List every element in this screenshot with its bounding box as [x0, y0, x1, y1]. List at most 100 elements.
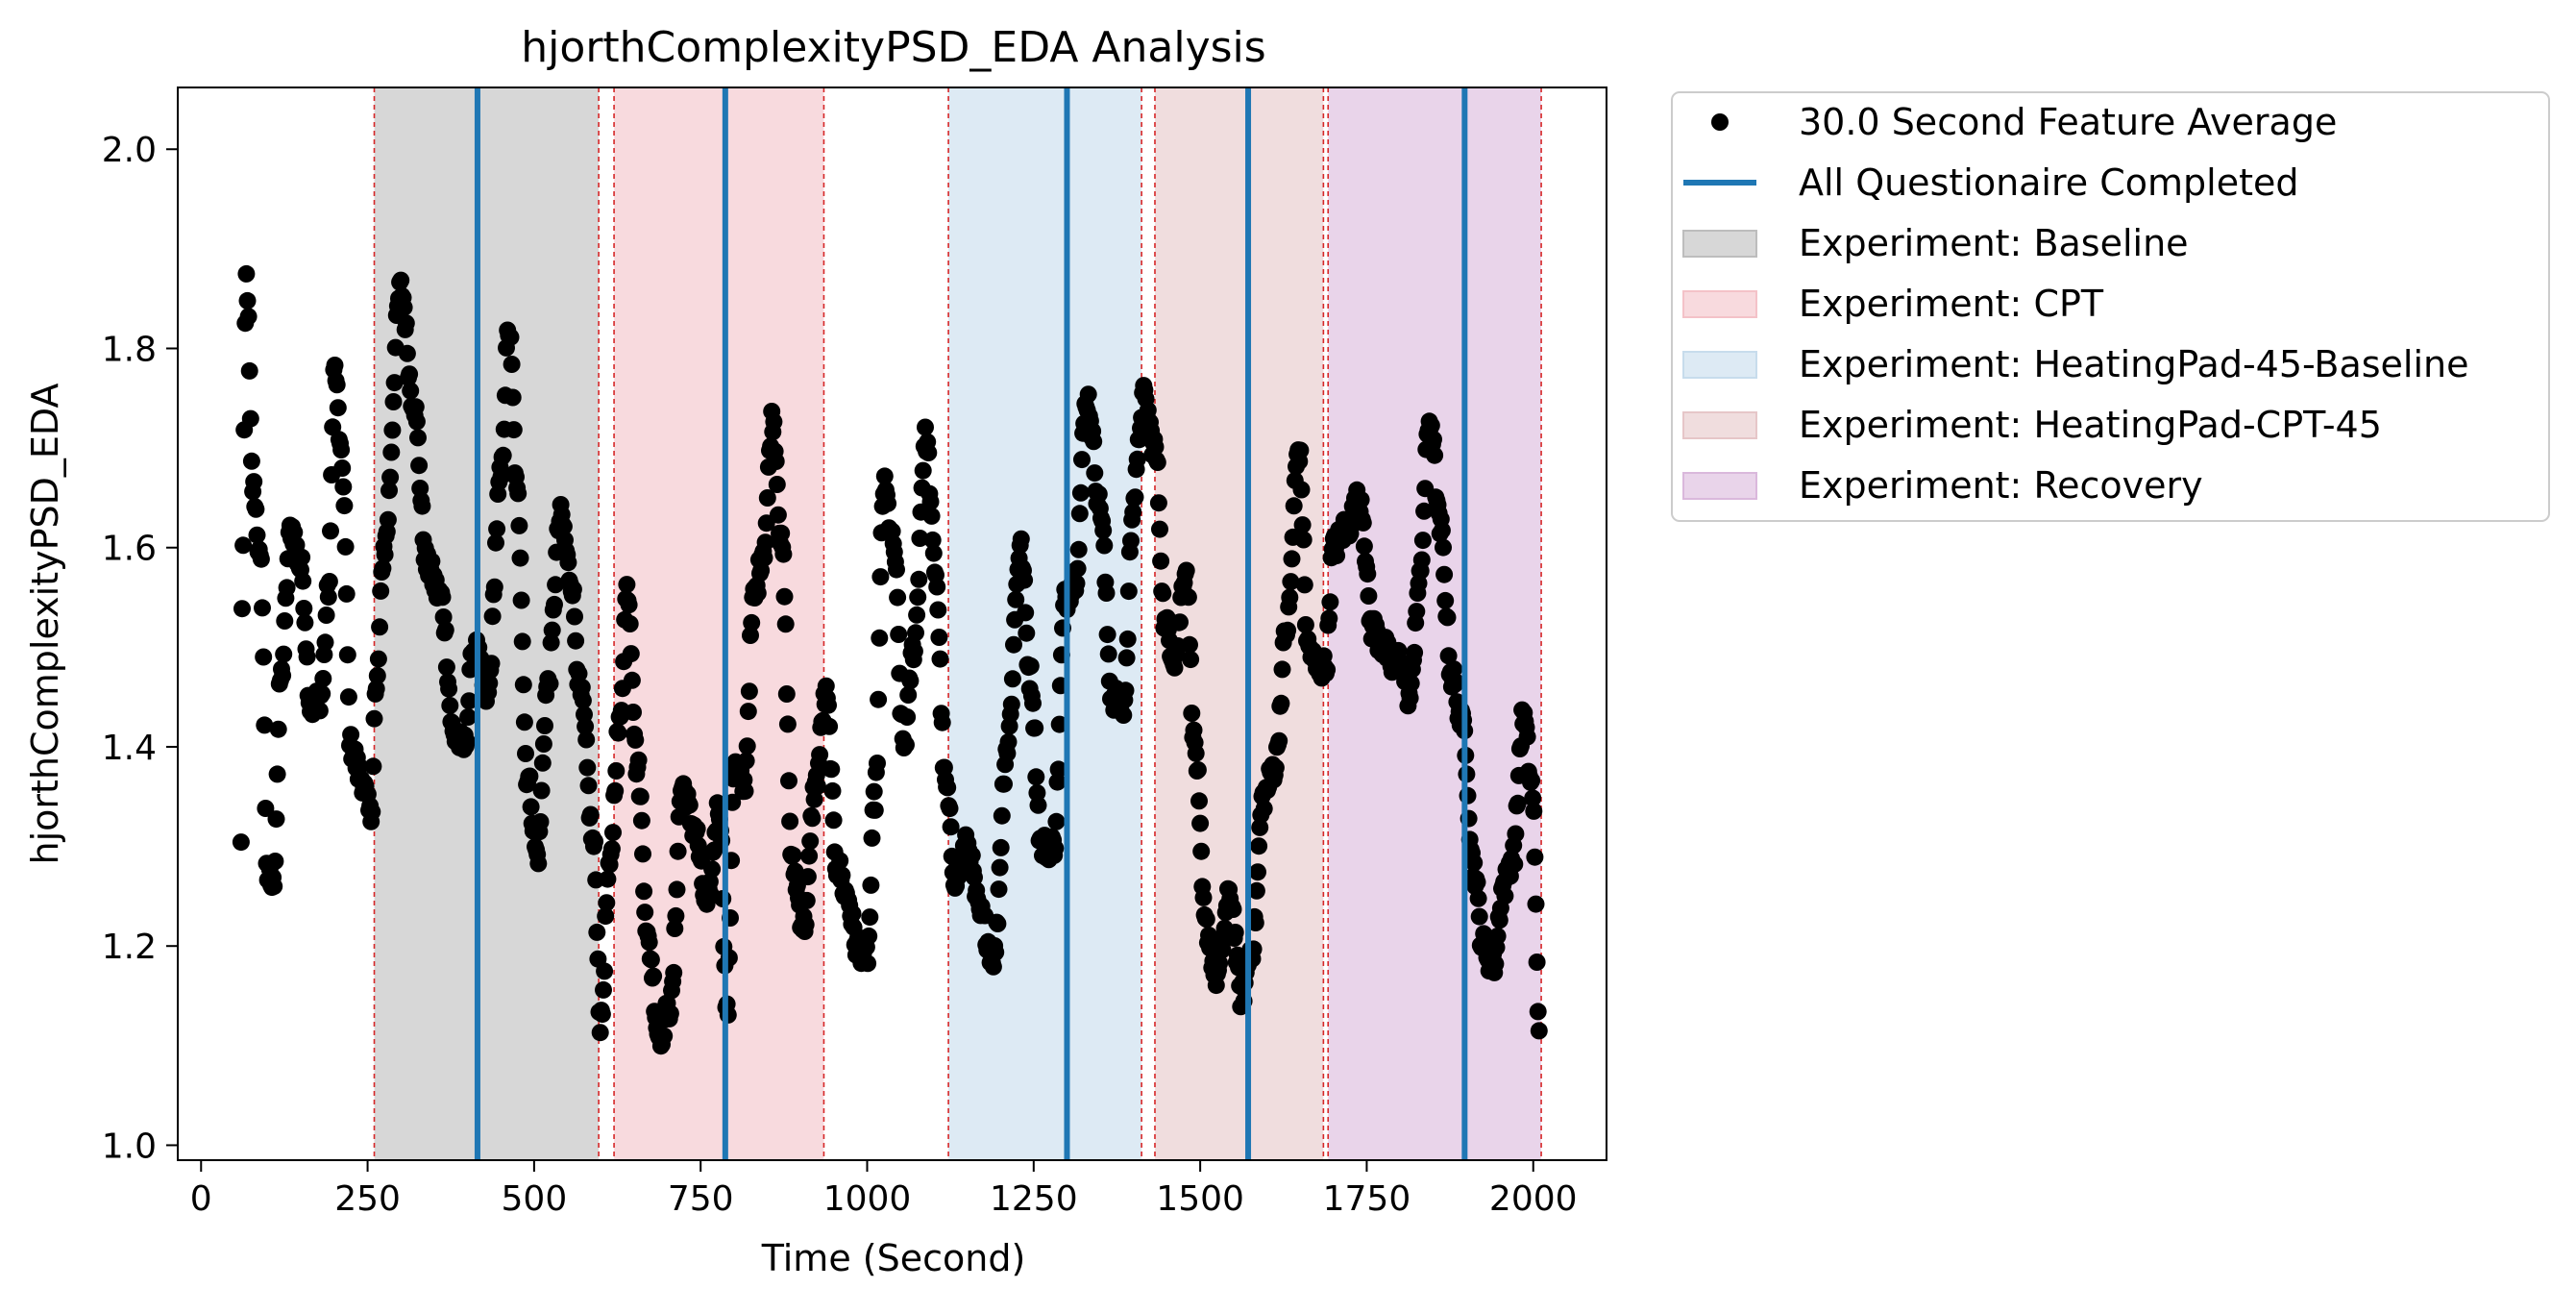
data-point-159 — [402, 382, 420, 400]
legend-frame — [1671, 91, 2550, 522]
legend: 30.0 Second Feature Average All Questiona… — [1671, 91, 2550, 522]
data-point-282 — [532, 781, 551, 800]
data-point-736 — [1017, 604, 1035, 622]
data-point-863 — [1152, 552, 1170, 570]
data-point-635 — [909, 588, 927, 607]
data-point-2 — [234, 536, 253, 555]
data-point-1129 — [1435, 565, 1454, 583]
data-point-156 — [398, 344, 416, 362]
data-point-617 — [890, 626, 908, 643]
data-point-805 — [1090, 485, 1108, 503]
data-point-598 — [870, 690, 888, 708]
data-point-376 — [632, 811, 650, 830]
data-point-795 — [1079, 385, 1097, 404]
data-point-253 — [502, 328, 520, 346]
plot-frame — [177, 87, 1607, 1161]
data-point-1217 — [1529, 1003, 1547, 1021]
data-point-1130 — [1436, 591, 1455, 609]
data-point-321 — [574, 691, 592, 709]
data-point-741 — [1021, 656, 1040, 675]
x-tick-label-7: 1750 — [1323, 1179, 1411, 1219]
data-point-79 — [316, 633, 334, 652]
data-point-767 — [1049, 760, 1067, 779]
data-point-284 — [534, 735, 552, 753]
data-point-326 — [579, 777, 598, 795]
data-point-351 — [606, 781, 625, 800]
data-point-265 — [514, 676, 532, 694]
data-point-809 — [1094, 521, 1113, 539]
y-tick-label-5: 2.0 — [102, 131, 157, 170]
legend-patch-6 — [1682, 472, 1757, 500]
data-point-785 — [1068, 559, 1087, 578]
data-point-510 — [775, 587, 794, 606]
data-point-828 — [1115, 706, 1133, 724]
data-point-633 — [907, 624, 924, 642]
data-point-861 — [1149, 494, 1167, 512]
data-point-712 — [991, 858, 1009, 877]
data-point-408 — [667, 906, 685, 925]
data-point-918 — [1211, 954, 1229, 972]
data-point-556 — [824, 811, 843, 830]
data-point-896 — [1187, 744, 1205, 762]
data-point-1133 — [1439, 647, 1458, 665]
data-point-955 — [1250, 837, 1268, 855]
data-point-747 — [1028, 783, 1046, 802]
data-point-532 — [798, 868, 817, 886]
data-point-339 — [593, 1005, 611, 1024]
data-point-91 — [329, 399, 347, 417]
data-point-485 — [748, 584, 767, 602]
data-point-735 — [1016, 571, 1034, 589]
data-point-127 — [367, 680, 385, 698]
data-point-95 — [333, 459, 352, 477]
data-point-706 — [984, 957, 1002, 976]
y-tick-label-0: 1.0 — [102, 1127, 157, 1166]
data-point-130 — [371, 618, 389, 636]
data-point-76 — [313, 684, 331, 703]
data-point-271 — [521, 767, 539, 785]
data-point-212 — [458, 732, 476, 751]
data-point-898 — [1189, 761, 1207, 779]
data-point-21 — [255, 648, 273, 666]
data-point-555 — [823, 781, 842, 800]
data-point-473 — [736, 782, 754, 801]
data-point-1022 — [1321, 593, 1339, 611]
data-point-892 — [1183, 705, 1201, 722]
data-point-60 — [296, 613, 314, 632]
data-point-193 — [437, 658, 455, 677]
data-point-1132 — [1438, 608, 1457, 627]
data-point-890 — [1181, 635, 1198, 654]
data-point-720 — [999, 732, 1018, 751]
data-point-999 — [1296, 616, 1314, 633]
data-point-131 — [372, 582, 390, 600]
data-point-140 — [381, 468, 400, 486]
data-point-1051 — [1352, 490, 1370, 508]
data-point-267 — [517, 745, 534, 762]
data-point-272 — [522, 798, 540, 816]
data-point-334 — [588, 923, 606, 941]
data-point-1021 — [1320, 609, 1338, 628]
legend-patch-3 — [1682, 290, 1757, 318]
data-point-88 — [326, 357, 344, 374]
data-point-748 — [1029, 796, 1047, 814]
data-point-491 — [755, 549, 773, 567]
data-point-474 — [737, 752, 755, 770]
data-point-385 — [642, 951, 660, 969]
data-point-291 — [542, 633, 560, 652]
data-point-9 — [241, 409, 259, 428]
data-point-84 — [322, 522, 339, 540]
data-point-22 — [256, 716, 274, 734]
data-point-476 — [739, 703, 757, 721]
data-point-373 — [629, 751, 648, 769]
data-point-478 — [742, 627, 759, 644]
data-point-214 — [460, 692, 478, 710]
data-point-656 — [931, 650, 949, 668]
data-point-653 — [928, 578, 946, 596]
data-point-625 — [898, 708, 917, 726]
data-point-900 — [1191, 814, 1210, 832]
data-point-324 — [577, 731, 596, 749]
data-point-655 — [930, 629, 948, 646]
data-point-7 — [239, 308, 258, 326]
data-point-475 — [738, 737, 756, 756]
